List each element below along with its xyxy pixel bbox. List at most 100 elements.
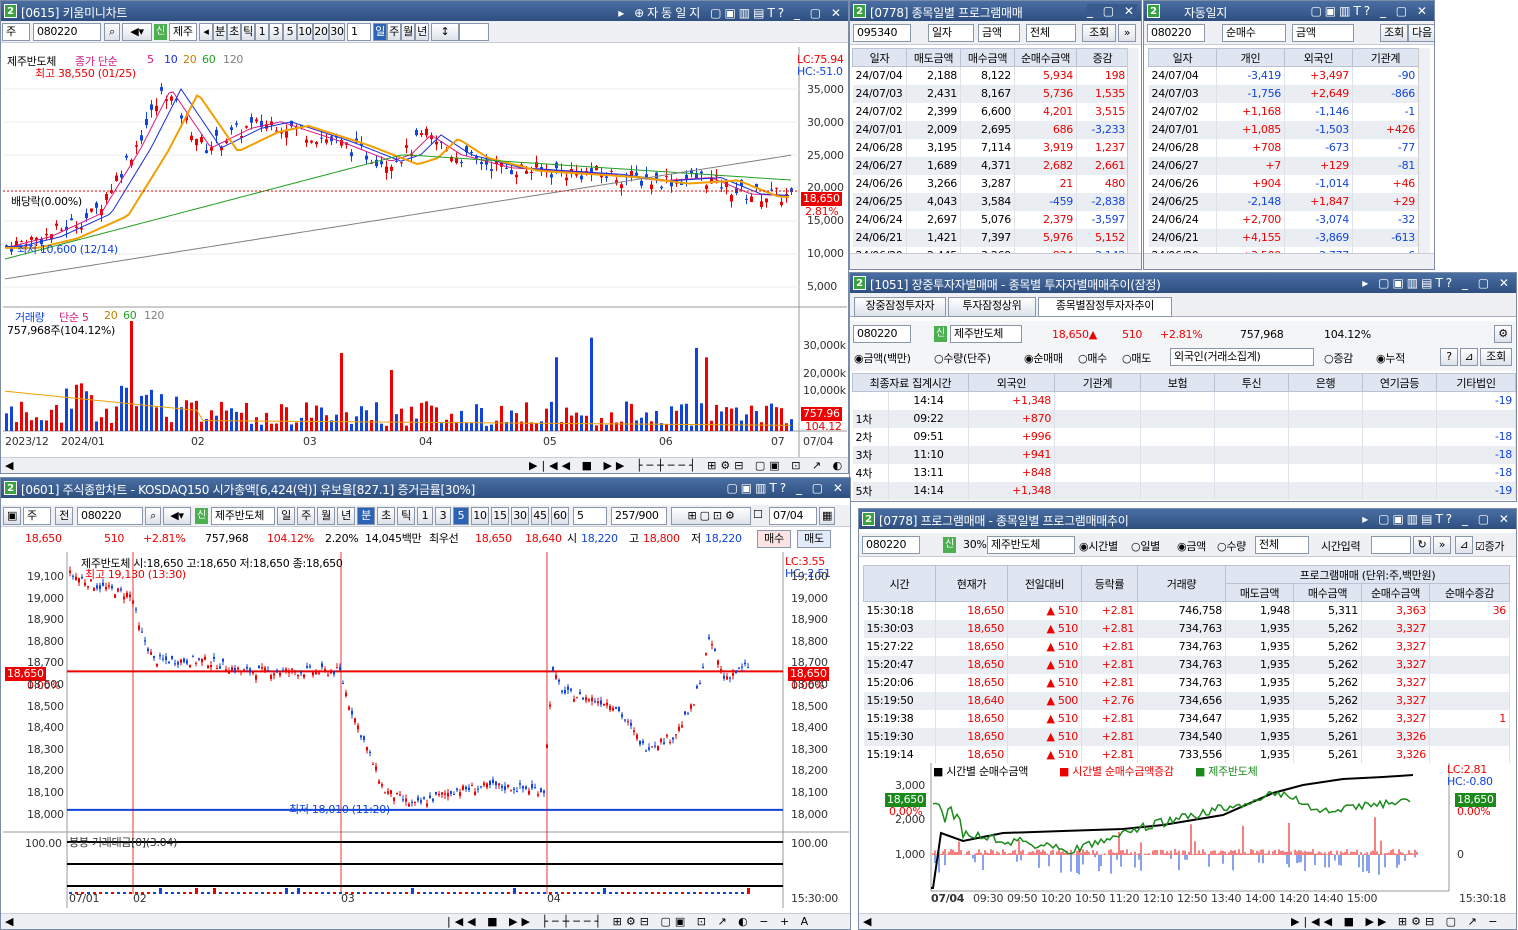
window-controls[interactable]: ▸ ⊕자동일지 ▢▣▥▤T? _ ▢ ✕ — [618, 6, 844, 20]
tab-min[interactable]: 분 — [213, 23, 227, 41]
interval-30[interactable]: 30 — [511, 507, 529, 525]
window-controls[interactable]: ▸ ▢▣▥▤T? _ ▢ ✕ — [1362, 276, 1512, 290]
tab-day[interactable]: 일 — [373, 23, 387, 41]
window-controls[interactable]: _ ▢ ✕ — [1086, 4, 1137, 18]
period-30[interactable]: 30 — [329, 23, 345, 41]
amount-radio[interactable]: ◉금액 — [1177, 540, 1206, 553]
intraday-chart[interactable] — [3, 552, 849, 908]
date-input[interactable]: 07/04 — [769, 507, 817, 525]
table-row[interactable]: 5차 14:14 +1,348 -19 — [852, 481, 1516, 500]
date-input[interactable] — [459, 23, 489, 41]
chart-scrollbar[interactable]: ◀ ▶|◀◀ ■ ▶▶ ├─┼──┤ ⊞⚙⊟ ▢▣ ⊡ ↗ ◐ − + A — [1, 457, 848, 473]
menu-icon[interactable]: ▣ — [3, 507, 21, 525]
query-button[interactable]: 조회 — [1480, 348, 1512, 366]
chart-tools[interactable]: ⊞ ▢ ⊡ ⚙ — [671, 507, 751, 525]
interval-5[interactable]: 5 — [453, 507, 469, 525]
tab-day[interactable]: 일 — [277, 507, 295, 525]
time-input[interactable] — [1371, 536, 1411, 554]
interval-10[interactable]: 10 — [471, 507, 489, 525]
period-5[interactable]: 5 — [283, 23, 297, 41]
title-bar[interactable]: 2 [0778] 프로그램매매 - 종목일별 프로그램매매추이 ▸ ▢▣▥▤T?… — [859, 509, 1516, 529]
code-input[interactable]: 095340 — [853, 24, 911, 42]
table-row[interactable]: 15:30:03 18,650 ▲ 510 +2.81 734,763 1,935 5,26… — [863, 619, 1510, 638]
period-3[interactable]: 3 — [269, 23, 283, 41]
chart-scrollbar[interactable]: ◀ ▶|◀◀ ■ ▶▶ ⊞⚙⊟ ▢ ↗ − + A — [859, 913, 1516, 929]
sort-select[interactable]: 일자 — [928, 24, 974, 42]
calendar-icon[interactable]: ▦ — [819, 507, 835, 525]
table-row[interactable]: 24/07/02 2,399 6,600 4,201 3,515 — [852, 102, 1129, 121]
table-row[interactable]: 15:20:06 18,650 ▲ 510 +2.81 734,763 1,935 5,26… — [863, 673, 1510, 692]
table-row[interactable]: 15:19:14 18,650 ▲ 510 +2.81 733,556 1,935 5,26… — [863, 745, 1510, 764]
table-row[interactable]: 24/06/21 1,421 7,397 5,976 5,152 — [852, 228, 1129, 247]
code-input[interactable]: 080220 — [1147, 24, 1205, 42]
table-row[interactable]: 14:14 +1,348 -19 — [852, 391, 1516, 410]
quantity-radio[interactable]: ○수량(단주) — [934, 352, 991, 365]
type-select[interactable]: 주 — [23, 507, 51, 525]
table-row[interactable]: 24/07/04 2,188 8,122 5,934 198 — [852, 66, 1129, 85]
sell-button[interactable]: 매도 — [797, 530, 831, 548]
query-button[interactable]: 조회 — [1082, 24, 1116, 42]
table-row[interactable]: 24/07/03 -1,756 +2,649 -866 — [1148, 84, 1419, 103]
speaker-icon[interactable]: ◀▾ — [122, 23, 152, 41]
investor-select[interactable]: 외국인(거래소집계) — [1170, 348, 1314, 366]
tab-year[interactable]: 년 — [337, 507, 355, 525]
date-checkbox[interactable]: ☐ — [753, 508, 763, 521]
tab-intraday-investor[interactable]: 장중잠정투자자 — [854, 297, 946, 317]
title-bar[interactable]: 2 [1051] 장중투자자별매매 - 종목별 투자자별매매추이(잠정) ▸ ▢… — [850, 273, 1516, 293]
tab-stock-investor[interactable]: 종목별잠정투자자추이 — [1038, 297, 1172, 317]
table-row[interactable]: 15:27:22 18,650 ▲ 510 +2.81 734,763 1,935 5,26… — [863, 637, 1510, 656]
market-select[interactable]: 전체 — [1026, 24, 1076, 42]
title-bar[interactable]: 2 [0601] 주식종합차트 - KOSDAQ150 시가총액[6,424(억… — [1, 478, 850, 498]
table-row[interactable]: 24/07/04 -3,419 +3,497 -90 — [1148, 66, 1419, 85]
table-row[interactable]: 24/07/01 +1,085 -1,503 +426 — [1148, 120, 1419, 139]
code-input[interactable]: 080220 — [853, 325, 911, 343]
title-bar[interactable]: 2 [0615] 키움미니차트 ▸ ⊕자동일지 ▢▣▥▤T? _ ▢ ✕ — [1, 1, 848, 21]
amount-radio[interactable]: ◉금액(백만) — [854, 352, 911, 365]
table-row[interactable]: 24/06/21 +4,155 -3,869 -613 — [1148, 228, 1419, 247]
table-row[interactable]: 15:19:38 18,650 ▲ 510 +2.81 734,647 1,935 5,26… — [863, 709, 1510, 728]
stock-name[interactable]: 제주반도체 — [211, 507, 275, 525]
period-10[interactable]: 10 — [297, 23, 313, 41]
market-select[interactable]: 전체 — [1255, 536, 1309, 554]
table-row[interactable]: 24/06/27 1,689 4,371 2,682 2,661 — [852, 156, 1129, 175]
prev-icon[interactable]: ◂ — [199, 23, 213, 41]
interval-45[interactable]: 45 — [531, 507, 549, 525]
interval-15[interactable]: 15 — [491, 507, 509, 525]
table-row[interactable]: 24/06/25 -2,148 +1,847 +29 — [1148, 192, 1419, 211]
tab-top-investor[interactable]: 투자잠정상위 — [948, 297, 1036, 317]
search-icon[interactable]: ⌕ — [104, 23, 120, 41]
table-row[interactable]: 2차 09:51 +996 -18 — [852, 427, 1516, 446]
interval-1[interactable]: 1 — [417, 507, 433, 525]
tab-second[interactable]: 초 — [377, 507, 395, 525]
table-row[interactable]: 15:30:18 18,650 ▲ 510 +2.81 746,758 1,948 5,31… — [863, 601, 1510, 620]
table-row[interactable]: 24/06/27 +7 +129 -81 — [1148, 156, 1419, 175]
code-input[interactable]: 080220 — [33, 23, 101, 41]
chart-icon[interactable]: ⊿ — [1455, 536, 1473, 554]
table-row[interactable]: 15:19:30 18,650 ▲ 510 +2.81 734,540 1,935 5,26… — [863, 727, 1510, 746]
stock-name[interactable]: 제주 — [169, 23, 197, 41]
next-icon[interactable]: » — [1433, 536, 1451, 554]
query-button[interactable]: 조회 — [1380, 24, 1408, 42]
trade-type-select[interactable]: 순매수 — [1222, 24, 1286, 42]
table-row[interactable]: 24/06/24 2,697 5,076 2,379 -3,597 — [852, 210, 1129, 229]
interval-3[interactable]: 3 — [435, 507, 451, 525]
period-select[interactable]: 1 — [347, 23, 371, 41]
sell-radio[interactable]: ○매도 — [1122, 352, 1151, 365]
speaker-icon[interactable]: ◀▾ — [163, 507, 191, 525]
tab-minute[interactable]: 분 — [357, 507, 375, 525]
period-1[interactable]: 1 — [255, 23, 269, 41]
tab-tick[interactable]: 틱 — [397, 507, 415, 525]
buy-radio[interactable]: ○매수 — [1078, 352, 1107, 365]
code-input[interactable]: 080220 — [862, 536, 920, 554]
chart-scrollbar[interactable]: ◀ |◀◀ ■ ▶▶ ├─┼──┤ ⊞⚙⊟ ▢▣ ⊡ ↗ ◐ − + A — [1, 913, 850, 929]
buy-button[interactable]: 매수 — [757, 530, 791, 548]
title-bar[interactable]: 2 [0778] 종목일별 프로그램매매 _ ▢ ✕ — [850, 1, 1141, 21]
table-row[interactable]: 24/06/28 +708 -673 -77 — [1148, 138, 1419, 157]
window-controls[interactable]: ▢▣▥T? _ ▢ ✕ — [1310, 4, 1430, 18]
tab-week[interactable]: 주 — [297, 507, 315, 525]
price-chart[interactable] — [3, 47, 847, 461]
interval-60[interactable]: 60 — [551, 507, 569, 525]
table-row[interactable]: 24/07/01 2,009 2,695 686 -3,233 — [852, 120, 1129, 139]
cumulative-radio[interactable]: ◉누적 — [1376, 352, 1405, 365]
title-bar[interactable]: 2 자동일지 ▢▣▥T? _ ▢ ✕ — [1144, 1, 1434, 21]
